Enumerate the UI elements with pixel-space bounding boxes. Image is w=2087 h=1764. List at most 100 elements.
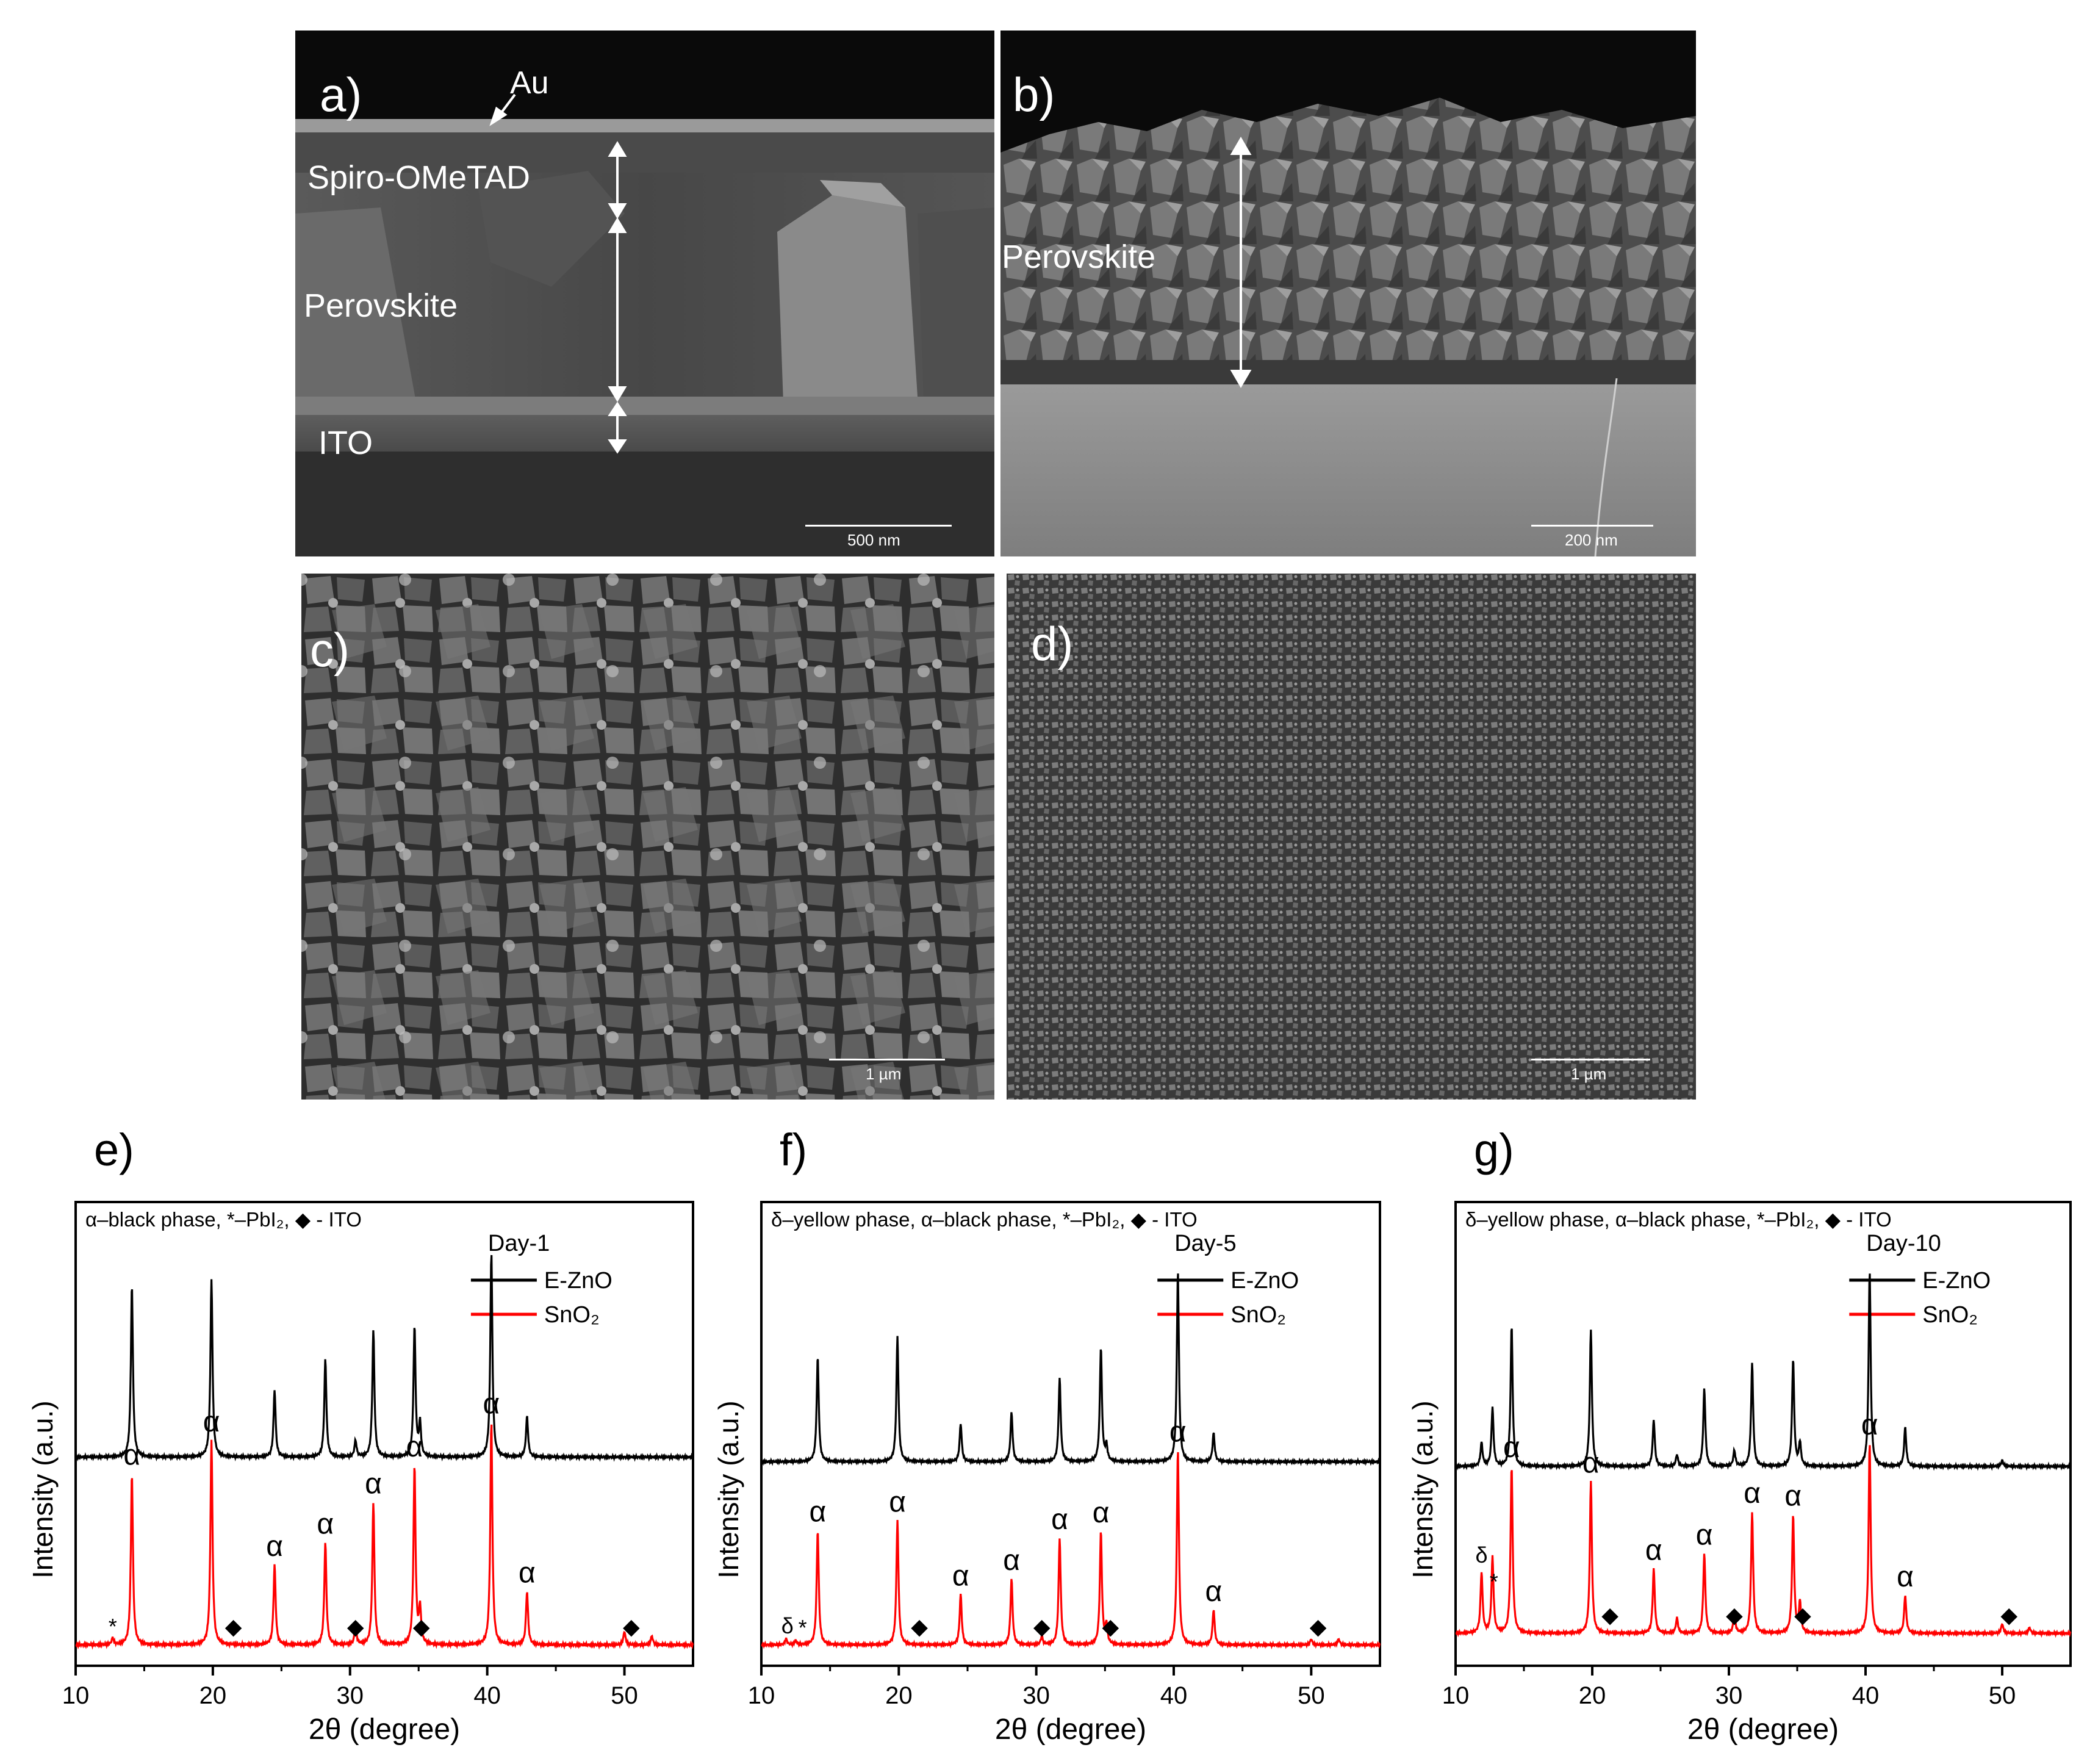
peak-marker-e-6: ◆ [347,1614,364,1639]
x-tick-label-f-1: 20 [885,1682,913,1709]
series-line-f-0 [760,1273,1381,1467]
layer-label-perovskite: Perovskite [304,287,458,324]
peak-marker-g-8: α [1744,1477,1761,1510]
layer-label-au: Au [510,65,549,101]
scalebar-d [1531,1059,1650,1060]
plot-frame-f [760,1201,1381,1667]
peak-marker-f-3: α [889,1486,906,1518]
xrd-svg-e: e) α–black phase, *–PbI₂, ◆ - ITO Day-1 E-Z… [27,1125,694,1746]
scalebar-label-b: 200 nm [1565,531,1618,549]
scalebar-b [1531,525,1653,527]
peak-marker-g-3: α [1582,1447,1600,1479]
peak-marker-f-7: ◆ [1033,1614,1051,1639]
x-tick-label-f-4: 50 [1298,1682,1325,1709]
xrd-chart-e: e) α–black phase, *–PbI₂, ◆ - ITO Day-1 E-Z… [0,1111,708,1757]
series-line-e-1 [75,1424,694,1650]
x-axis-label-f: 2θ (degree) [995,1713,1146,1746]
xrd-chart-g: g) δ–yellow phase, α–black phase, *–PbI₂,… [1397,1111,2087,1757]
scalebar-label-a: 500 nm [847,531,900,549]
peak-marker-f-0: δ [781,1613,794,1638]
peak-marker-g-0: δ [1476,1543,1488,1568]
peak-marker-f-12: α [1205,1575,1222,1608]
xrd-svg-g: g) δ–yellow phase, α–black phase, *–PbI₂,… [1407,1125,2072,1746]
phase-annotation-f: δ–yellow phase, α–black phase, *–PbI₂, ◆… [771,1208,1198,1231]
sem-d-texture [1007,574,1696,1100]
peak-marker-f-13: ◆ [1310,1614,1327,1639]
peak-marker-g-10: ◆ [1794,1602,1811,1627]
x-tick-label-e-1: 20 [199,1682,227,1709]
xrd-chart-f: f) δ–yellow phase, α–black phase, *–PbI₂,… [702,1111,1397,1757]
xrd-svg-f: f) δ–yellow phase, α–black phase, *–PbI₂,… [713,1125,1381,1746]
peak-marker-g-1: * [1490,1569,1498,1594]
peak-marker-g-4: ◆ [1601,1602,1618,1627]
peak-marker-g-7: ◆ [1726,1602,1743,1627]
x-tick-label-e-4: 50 [611,1682,638,1709]
peak-marker-e-0: * [109,1614,117,1639]
x-tick-label-f-3: 40 [1160,1682,1188,1709]
peak-marker-f-10: ◆ [1102,1614,1119,1639]
peak-marker-e-5: α [317,1508,334,1541]
day-label-f: Day-5 [1174,1231,1236,1256]
sem-a-texture [295,31,994,556]
peak-marker-g-13: ◆ [2000,1602,2017,1627]
peak-marker-e-9: ◆ [413,1614,430,1639]
phase-annotation-g: δ–yellow phase, α–black phase, *–PbI₂, ◆… [1465,1208,1892,1231]
panel-label-f: f) [780,1125,807,1175]
panel-label-c: c) [310,623,350,677]
x-axis-label-e: 2θ (degree) [309,1713,460,1746]
sem-image-b: b) Perovskite 200 nm [1000,31,1696,556]
layer-label-spiro: Spiro-OMeTAD [307,159,531,196]
peak-marker-g-11: α [1861,1409,1878,1441]
peak-marker-e-1: α [123,1439,140,1472]
y-axis-label-f: Intensity (a.u.) [713,1400,744,1578]
peak-marker-e-11: α [519,1557,536,1589]
peak-marker-e-2: α [203,1406,220,1438]
series-line-g-0 [1454,1273,2072,1471]
peak-marker-f-2: α [810,1496,827,1528]
day-label-e: Day-1 [488,1231,550,1256]
peak-marker-g-9: α [1784,1480,1801,1513]
peak-marker-g-6: α [1696,1519,1713,1552]
peak-marker-f-4: ◆ [911,1614,928,1639]
sem-image-a: a) Au Spiro-OMeTAD Perovskite ITO 500 nm [295,31,994,556]
peak-marker-f-6: α [1003,1544,1020,1577]
panel-label-a: a) [320,68,362,121]
peak-marker-f-11: α [1169,1416,1187,1448]
y-axis-label-g: Intensity (a.u.) [1407,1400,1439,1578]
peak-marker-f-9: α [1093,1497,1110,1529]
series-line-e-0 [74,1255,694,1462]
peak-marker-e-10: α [483,1388,500,1420]
series-line-g-1 [1455,1445,2072,1638]
plot-frame-e [74,1201,694,1667]
peak-marker-e-12: ◆ [623,1614,640,1639]
x-tick-label-f-2: 30 [1022,1682,1050,1709]
x-tick-label-e-3: 40 [473,1682,501,1709]
day-label-g: Day-10 [1866,1231,1941,1256]
scalebar-a [805,525,952,527]
x-tick-label-e-0: 10 [62,1682,90,1709]
x-tick-label-g-2: 30 [1715,1682,1743,1709]
peak-marker-e-4: α [266,1530,283,1563]
legend-label-g-1: SnO₂ [1922,1302,1978,1328]
peak-marker-g-2: α [1503,1431,1520,1464]
panel-label-g: g) [1474,1125,1514,1175]
sem-image-c: c) 1 µm [301,574,994,1100]
peak-marker-f-5: α [952,1560,969,1593]
panel-label-e: e) [94,1125,134,1175]
peak-marker-e-3: ◆ [225,1614,242,1639]
sem-image-d: d) 1 µm [1007,574,1696,1100]
sem-c-texture [301,574,994,1100]
x-tick-label-g-3: 40 [1852,1682,1880,1709]
x-tick-label-f-0: 10 [748,1682,775,1709]
x-axis-label-g: 2θ (degree) [1687,1713,1839,1746]
peak-marker-e-8: α [406,1431,423,1463]
scalebar-label-d: 1 µm [1571,1065,1607,1083]
y-axis-label-e: Intensity (a.u.) [27,1400,59,1578]
peak-marker-f-1: * [799,1615,807,1640]
scalebar-label-c: 1 µm [866,1065,902,1083]
sem-b-texture [1000,31,1696,556]
phase-annotation-e: α–black phase, *–PbI₂, ◆ - ITO [85,1208,362,1231]
plot-frame-g [1454,1201,2072,1667]
series-line-f-1 [761,1452,1381,1650]
peak-marker-g-12: α [1897,1561,1914,1593]
